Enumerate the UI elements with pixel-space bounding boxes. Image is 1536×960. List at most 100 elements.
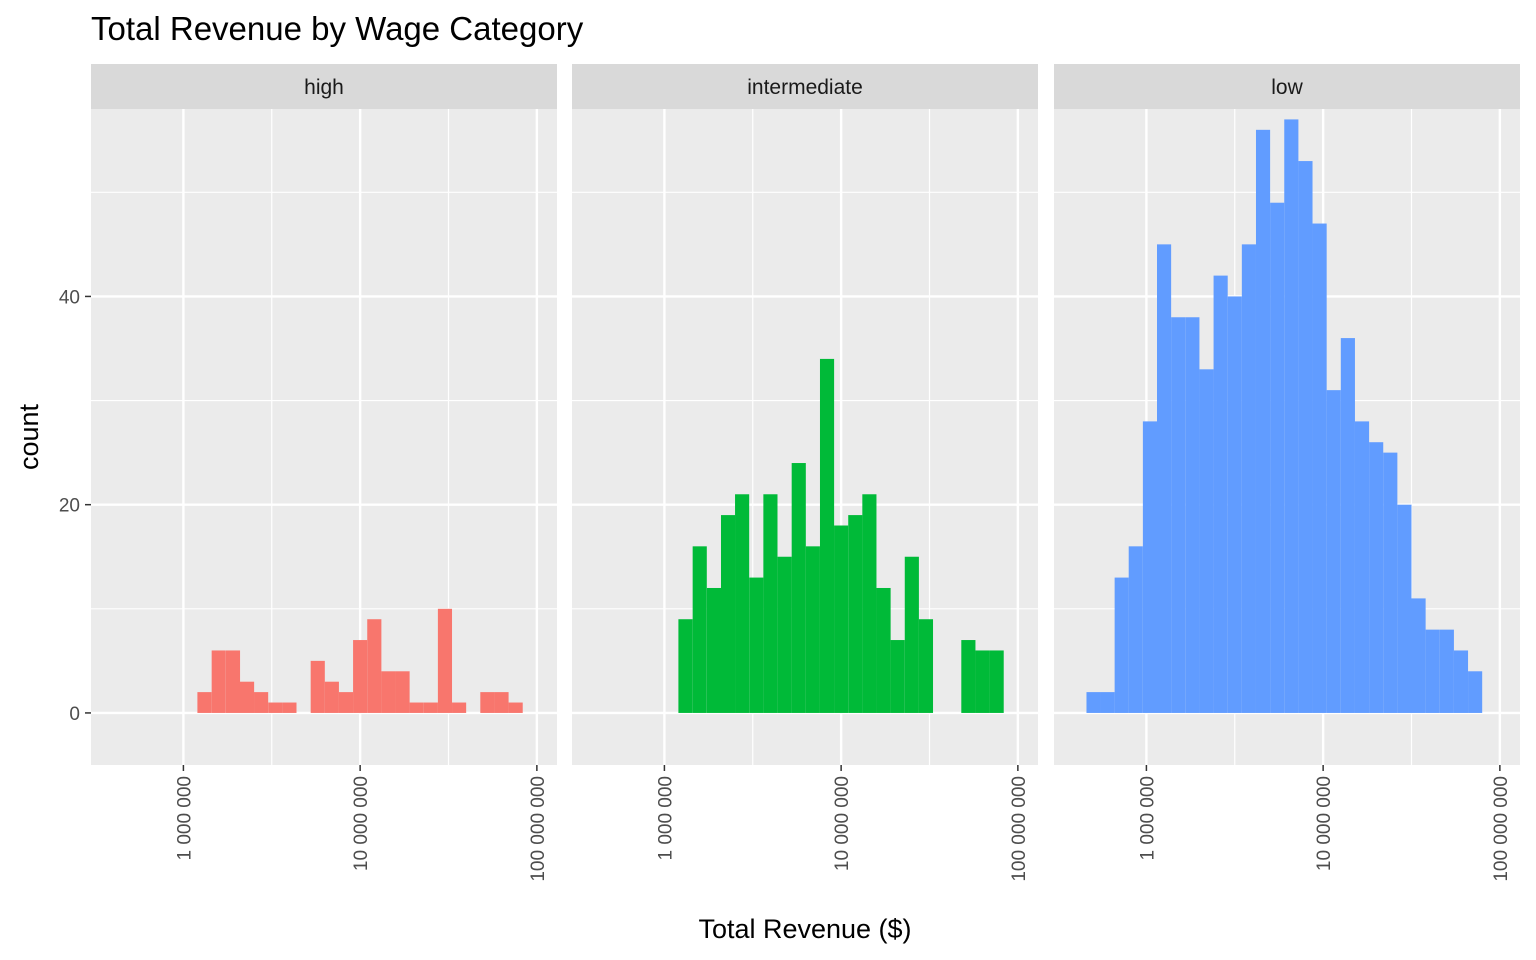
histogram-bar (777, 556, 792, 713)
histogram-bar (692, 546, 707, 713)
histogram-bar (1100, 692, 1115, 713)
histogram-bar (819, 358, 835, 713)
histogram-bar (338, 692, 354, 713)
histogram-bar (324, 681, 339, 713)
histogram-bar (197, 692, 212, 713)
histogram-bar (763, 494, 778, 713)
histogram-bar (989, 650, 1004, 713)
histogram-bar (720, 515, 736, 713)
x-tick-label: 1 000 000 (1137, 776, 1158, 861)
histogram-bar (918, 619, 934, 713)
y-tick-label: 0 (69, 704, 80, 725)
facet-strip-label: low (1271, 76, 1303, 99)
facet-panel-intermediate: intermediate 1 000 000 10 000 000 100 000 0… (572, 64, 1038, 882)
histogram-bar (1397, 504, 1412, 713)
x-tick-label: 100 000 000 (1491, 776, 1512, 882)
histogram-bar (1284, 119, 1299, 713)
x-tick-label: 1 000 000 (174, 776, 195, 861)
histogram-bar (353, 640, 368, 713)
y-axis: 0 20 40 (59, 287, 91, 725)
histogram-bar (1142, 421, 1158, 713)
histogram-bar (239, 681, 255, 713)
histogram-bar (1227, 296, 1242, 713)
histogram-bar (1439, 629, 1454, 713)
histogram-bar (904, 556, 919, 713)
facet-panel-high: high 1 000 000 10 000 000 100 000 000 (91, 64, 557, 882)
histogram-bar (254, 692, 269, 713)
histogram-bar (1270, 202, 1285, 713)
histogram-bar (225, 650, 241, 713)
histogram-bar (381, 671, 396, 713)
histogram-bars (1086, 119, 1483, 713)
histogram-bar (961, 640, 976, 713)
histogram-bar (452, 702, 467, 713)
histogram-bar (1369, 442, 1384, 713)
y-axis-title: count (14, 403, 44, 470)
histogram-bar (975, 650, 990, 713)
histogram-bar (1199, 369, 1214, 713)
histogram-bar (1157, 244, 1172, 713)
histogram-bar (749, 577, 764, 713)
facet-strip-label: high (304, 76, 344, 99)
x-axis-title: Total Revenue ($) (698, 914, 911, 944)
histogram-bar (1354, 421, 1370, 713)
histogram-bar (1425, 629, 1440, 713)
y-tick-label: 40 (59, 287, 80, 308)
histogram-bar (678, 619, 693, 713)
panel-background (91, 109, 557, 765)
histogram-bar (423, 702, 438, 713)
histogram-bars (678, 358, 1004, 713)
histogram-bar (480, 692, 495, 713)
histogram-bar (268, 702, 283, 713)
histogram-bar (310, 660, 325, 713)
histogram-bar (1312, 223, 1327, 713)
histogram-bar (1241, 244, 1256, 713)
histogram-bar (437, 608, 453, 713)
histogram-bar (1340, 338, 1355, 713)
histogram-bar (805, 546, 820, 713)
histogram-bar (890, 640, 905, 713)
histogram-bar (1453, 650, 1469, 713)
histogram-bar (1128, 546, 1143, 713)
histogram-bars (197, 608, 523, 713)
histogram-bar (706, 587, 722, 713)
facet-strip (1054, 64, 1520, 109)
x-tick-label: 100 000 000 (1009, 776, 1030, 882)
facet-strip-label: intermediate (747, 76, 863, 99)
histogram-bar (409, 702, 424, 713)
histogram-bar (282, 702, 297, 713)
histogram-bar (1213, 275, 1228, 713)
histogram-bar (848, 515, 863, 713)
histogram-bar (1411, 598, 1426, 713)
histogram-bar (1185, 317, 1200, 713)
facet-strip (91, 64, 557, 109)
histogram-bar (862, 494, 877, 713)
chart-title: Total Revenue by Wage Category (91, 10, 584, 47)
histogram-bar (1171, 317, 1186, 713)
histogram-bar (834, 525, 849, 713)
histogram-bar (211, 650, 226, 713)
histogram-bar (1255, 129, 1271, 713)
histogram-bar (876, 587, 891, 713)
x-tick-label: 100 000 000 (528, 776, 549, 882)
x-tick-label: 10 000 000 (351, 776, 372, 871)
x-tick-label: 1 000 000 (655, 776, 676, 861)
histogram-bar (367, 619, 382, 713)
x-tick-label: 10 000 000 (832, 776, 853, 871)
histogram-bar (1298, 161, 1313, 713)
histogram-bar (735, 494, 750, 713)
histogram-bar (1114, 577, 1129, 713)
histogram-bar (1468, 671, 1483, 713)
facet-strip (572, 64, 1038, 109)
x-tick-label: 10 000 000 (1314, 776, 1335, 871)
y-tick-label: 20 (59, 496, 80, 517)
histogram-bar (494, 692, 509, 713)
histogram-bar (1383, 452, 1398, 713)
facet-panel-low: low 1 000 000 10 000 000 100 000 000 (1054, 64, 1520, 882)
histogram-bar (1326, 390, 1341, 713)
histogram-bar (508, 702, 523, 713)
histogram-bar (791, 463, 806, 713)
histogram-bar (1086, 692, 1101, 713)
